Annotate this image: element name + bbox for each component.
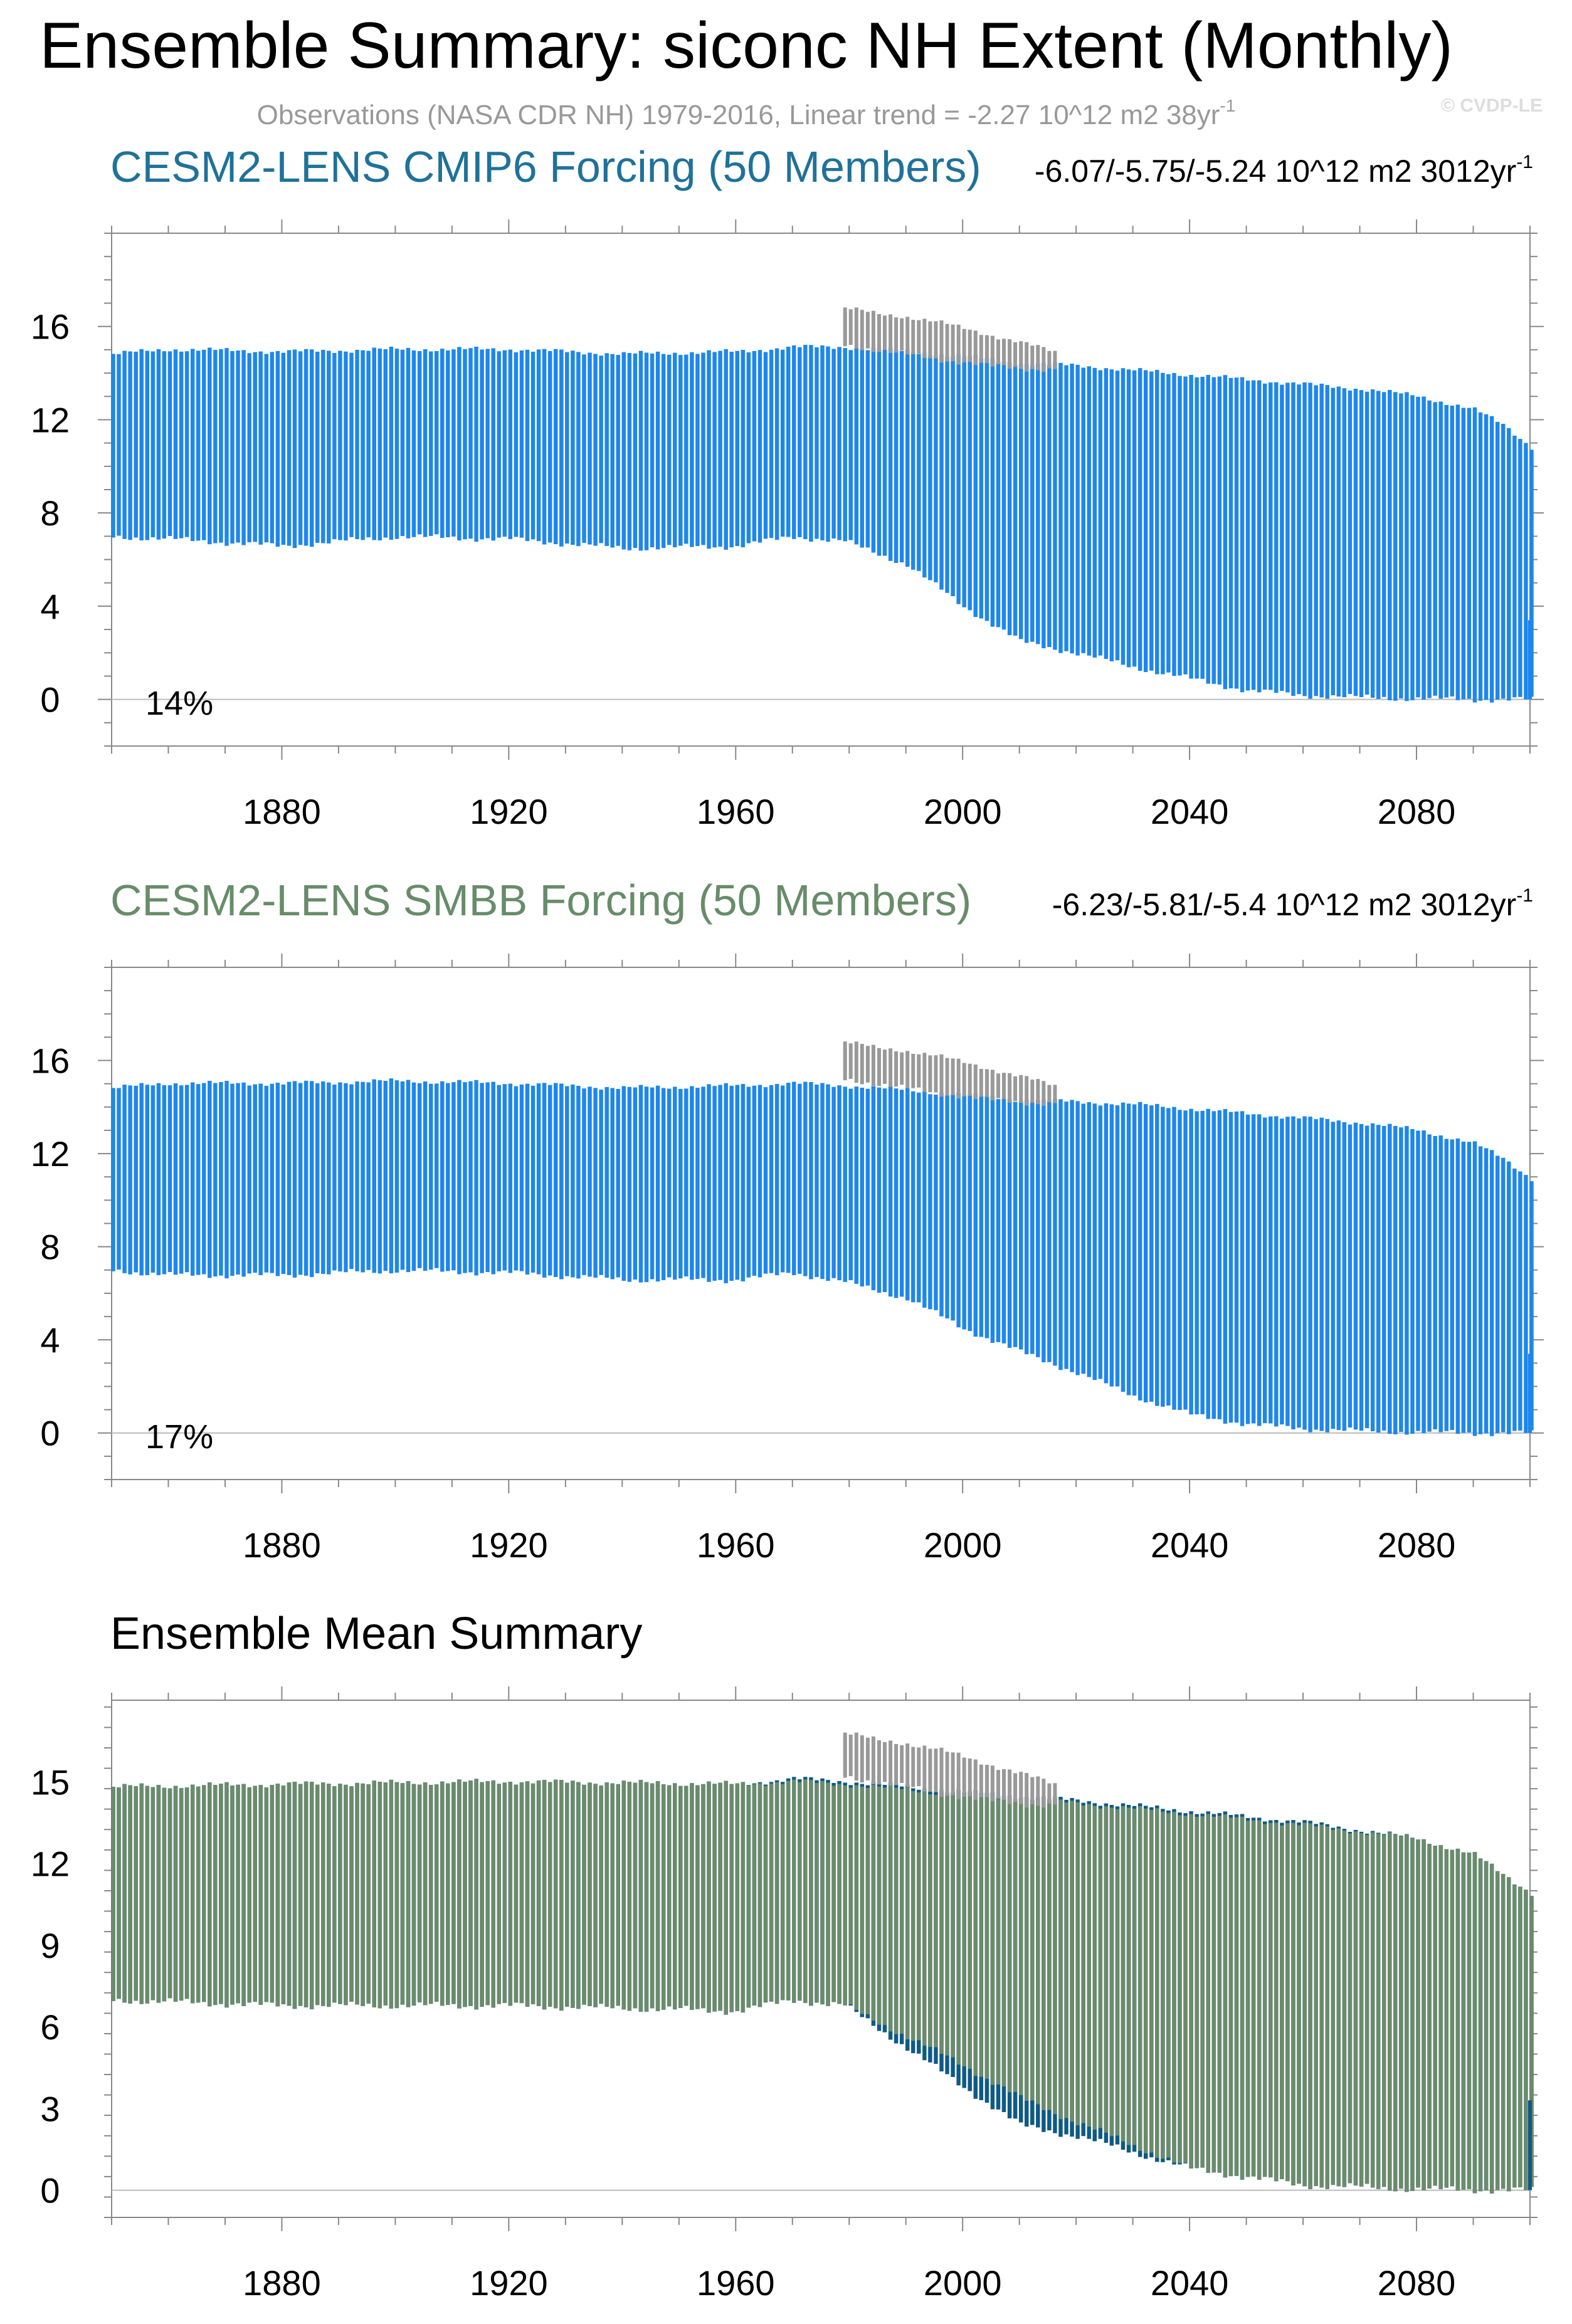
chart-smbb: 1880 1920 1960 2000 2040 2080 0 4 8 12 16 [31,954,1544,1565]
x-tick-label: 1880 [243,1525,321,1565]
y-tick-label: 16 [31,307,70,347]
x-tick-label: 2000 [924,2263,1002,2303]
x-tick-label: 1920 [470,792,548,831]
y-tick-label: 4 [40,587,60,626]
ensemble-range [111,1078,1534,1436]
chart-cmip6: 1880 1920 1960 2000 2040 2080 0 4 8 12 16 [31,219,1544,831]
x-tick-label: 2080 [1378,2263,1456,2303]
x-tick-label: 1880 [243,792,321,831]
x-tick-label: 2080 [1378,1525,1456,1565]
y-tick-label: 8 [40,493,60,533]
y-tick-label: 0 [40,2171,60,2211]
observations-range [843,307,1057,372]
x-tick-label: 2000 [924,792,1002,831]
x-tick-label: 1920 [470,1525,548,1565]
observations-subtitle: Observations (NASA CDR NH) 1979-2016, Li… [257,96,1236,130]
ensemble-range-bars [111,1078,1534,1436]
panel-ensemble-mean: Ensemble Mean Summary 1880 1920 1960 2000 20… [31,1609,1538,2303]
panel-smbb: CESM2-LENS SMBB Forcing (50 Members) -6.… [31,876,1544,1565]
x-tick-label: 1960 [697,792,775,831]
observations-range-bars [843,1732,1057,1808]
y-tick-label: 16 [31,1041,70,1081]
trend-label: -6.23/-5.81/-5.4 10^12 m2 3012yr-1 [1052,885,1533,922]
x-tick-label: 2040 [1151,2263,1229,2303]
observations-range-bars [843,307,1057,372]
y-tick-label: 3 [40,2089,60,2128]
y-tick-label: 0 [40,1414,60,1453]
chart-ensemble-mean: 1880 1920 1960 2000 2040 2080 0 3 6 9 12 15 [31,1686,1538,2303]
y-tick-label: 4 [40,1320,60,1360]
x-tick-label: 2040 [1151,1525,1229,1565]
ensemble-range-bars [111,345,1534,703]
x-tick-label: 1920 [470,2263,548,2303]
panel-title: CESM2-LENS CMIP6 Forcing (50 Members) [110,142,981,191]
y-tick-label: 8 [40,1228,60,1267]
smbb-mean-range [111,1779,1534,2194]
percent-label: 17% [145,1418,213,1456]
y-tick-label: 6 [40,2007,60,2047]
y-tick-label: 9 [40,1926,60,1965]
x-tick-label: 1960 [697,1525,775,1565]
y-tick-label: 12 [31,1134,70,1174]
y-tick-label: 15 [31,1762,70,1802]
panel-cmip6: CESM2-LENS CMIP6 Forcing (50 Members) -6… [31,142,1544,831]
smbb-mean-range-bars [111,1779,1534,2194]
observations-range [843,1041,1057,1106]
percent-label: 14% [145,685,213,722]
ensemble-range [111,345,1534,703]
y-tick-label: 0 [40,680,60,720]
x-tick-label: 2080 [1378,792,1456,831]
y-tick-label: 12 [31,1844,70,1884]
observations-range [843,1732,1057,1808]
trend-label: -6.07/-5.75/-5.24 10^12 m2 3012yr-1 [1035,152,1533,189]
main-title: Ensemble Summary: siconc NH Extent (Mont… [40,9,1453,82]
x-tick-label: 1960 [697,2263,775,2303]
panel-title: CESM2-LENS SMBB Forcing (50 Members) [110,876,971,925]
observations-range-bars [843,1041,1057,1106]
panel-title: Ensemble Mean Summary [110,1609,642,1659]
y-tick-label: 12 [31,400,70,439]
credit-label: © CVDP-LE [1441,95,1543,116]
x-tick-label: 2040 [1151,792,1229,831]
x-tick-label: 1880 [243,2263,321,2303]
x-tick-label: 2000 [924,1525,1002,1565]
